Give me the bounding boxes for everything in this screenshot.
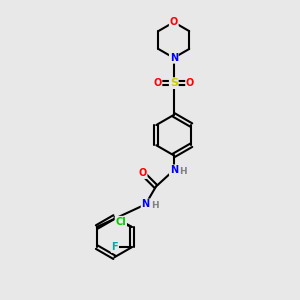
- Text: H: H: [151, 201, 159, 210]
- Text: H: H: [179, 167, 187, 176]
- Text: O: O: [170, 17, 178, 27]
- Text: Cl: Cl: [116, 217, 126, 226]
- Text: S: S: [170, 78, 178, 88]
- Text: O: O: [186, 78, 194, 88]
- Text: O: O: [138, 168, 147, 178]
- Text: N: N: [142, 200, 150, 209]
- Text: O: O: [153, 78, 162, 88]
- Text: N: N: [170, 165, 178, 175]
- Text: N: N: [170, 53, 178, 63]
- Text: F: F: [112, 242, 118, 252]
